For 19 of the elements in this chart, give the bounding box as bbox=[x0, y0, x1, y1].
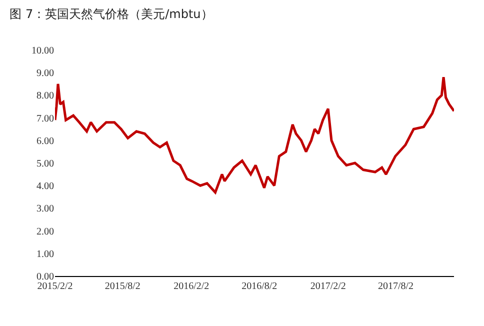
x-tick-label: 2015/2/2 bbox=[37, 281, 73, 292]
x-tick-label: 2015/8/2 bbox=[104, 281, 140, 292]
chart-title: 图 7：英国天然气价格（美元/mbtu） bbox=[10, 7, 213, 22]
y-tick-label: 9.00 bbox=[36, 68, 54, 80]
y-tick-label: 5.00 bbox=[36, 158, 54, 170]
y-tick-label: 7.00 bbox=[36, 113, 54, 124]
line-series bbox=[55, 76, 454, 194]
x-tick-label: 2017/2/2 bbox=[310, 281, 346, 292]
y-tick-label: 0.00 bbox=[36, 272, 54, 282]
y-tick-label: 8.00 bbox=[36, 90, 54, 102]
y-tick-label: 4.00 bbox=[36, 181, 54, 192]
x-tick-label: 2016/2/2 bbox=[174, 281, 210, 292]
x-tick-label: 2017/8/2 bbox=[378, 281, 414, 292]
y-tick-label: 2.00 bbox=[36, 226, 54, 238]
y-tick-label: 10.00 bbox=[32, 46, 54, 56]
x-tick-label: 2016/8/2 bbox=[242, 281, 278, 292]
y-tick-label: 1.00 bbox=[36, 248, 54, 260]
y-tick-label: 3.00 bbox=[36, 204, 54, 215]
y-tick-label: 6.00 bbox=[36, 136, 54, 147]
